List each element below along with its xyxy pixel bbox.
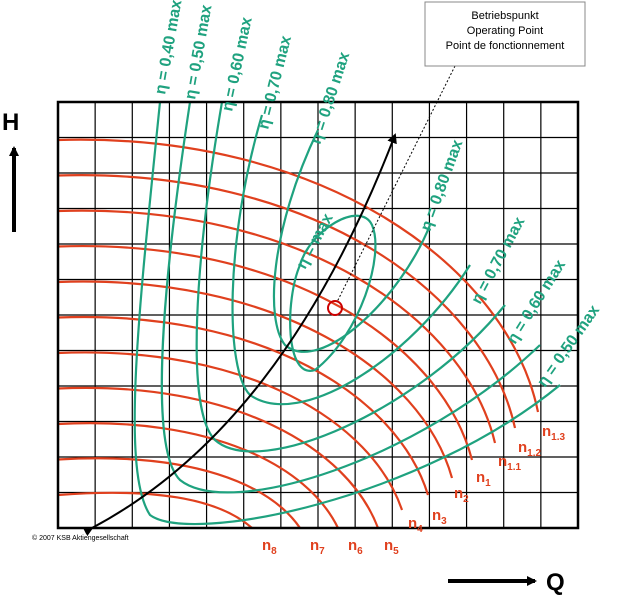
eta-label: η = 0,80 max [418, 138, 467, 234]
speed-label: n4 [408, 515, 423, 535]
speed-curve [57, 315, 430, 496]
eta-label: η = 0,80 max [308, 50, 354, 146]
speed-label: n3 [432, 507, 447, 527]
speed-label-base: n [454, 485, 463, 502]
eta-070-curve [231, 114, 471, 406]
speed-label: n1 [476, 469, 491, 489]
copyright: © 2007 KSB Aktiengesellschaft [32, 534, 129, 542]
speed-label: n1.1 [498, 453, 522, 473]
speed-label-sub: 1.2 [527, 448, 541, 459]
speed-label-sub: 1.3 [551, 432, 565, 443]
callout-box [424, 1, 586, 67]
speed-label-base: n [476, 469, 485, 486]
speed-label-sub: 7 [319, 546, 325, 557]
eta-label: η = 0,70 max [469, 214, 529, 306]
speed-label-base: n [310, 537, 319, 554]
speed-label: n1.3 [542, 423, 566, 443]
speed-label-base: n [262, 537, 271, 554]
eta-label: η = 0,60 max [219, 16, 256, 113]
eta-max-curve [289, 214, 377, 372]
speed-label-sub: 1.1 [507, 462, 521, 473]
speed-label-sub: 4 [417, 524, 423, 535]
speed-label-base: n [432, 507, 441, 524]
y-axis-label: H [2, 109, 19, 136]
eta-label: η = 0,50 max [182, 3, 215, 100]
speed-label-base: n [542, 423, 551, 440]
eta-040-curve [133, 101, 561, 526]
speed-curve [57, 351, 404, 511]
speed-label-base: n [518, 439, 527, 456]
eta-label: η = 0,70 max [255, 34, 295, 131]
x-axis-label: Q [546, 569, 565, 596]
speed-label-sub: 1 [485, 478, 491, 489]
speed-label-sub: 3 [441, 516, 447, 527]
speed-label: n6 [348, 537, 363, 557]
speed-label-sub: 6 [357, 546, 363, 557]
eta-label: η = 0,60 max [504, 257, 569, 347]
speed-label-base: n [408, 515, 417, 532]
speed-label-base: n [498, 453, 507, 470]
callout-text: Point de fonctionnement [446, 40, 565, 52]
speed-label: n5 [384, 537, 399, 557]
speed-label: n1.2 [518, 439, 542, 459]
speed-label: n8 [262, 537, 277, 557]
efficiency-curves [133, 101, 561, 526]
callout-text: Betriebspunkt [471, 10, 538, 22]
callout-text: Operating Point [467, 25, 543, 37]
speed-label-sub: 2 [463, 494, 469, 505]
speed-label: n7 [310, 537, 325, 557]
speed-label-sub: 5 [393, 546, 399, 557]
speed-label-base: n [384, 537, 393, 554]
operating-point [327, 300, 343, 316]
system-curve [82, 133, 397, 537]
speed-label-base: n [348, 537, 357, 554]
speed-label: n2 [454, 485, 469, 505]
speed-label-sub: 8 [271, 546, 277, 557]
eta-label: η = 0,40 max [152, 0, 185, 96]
